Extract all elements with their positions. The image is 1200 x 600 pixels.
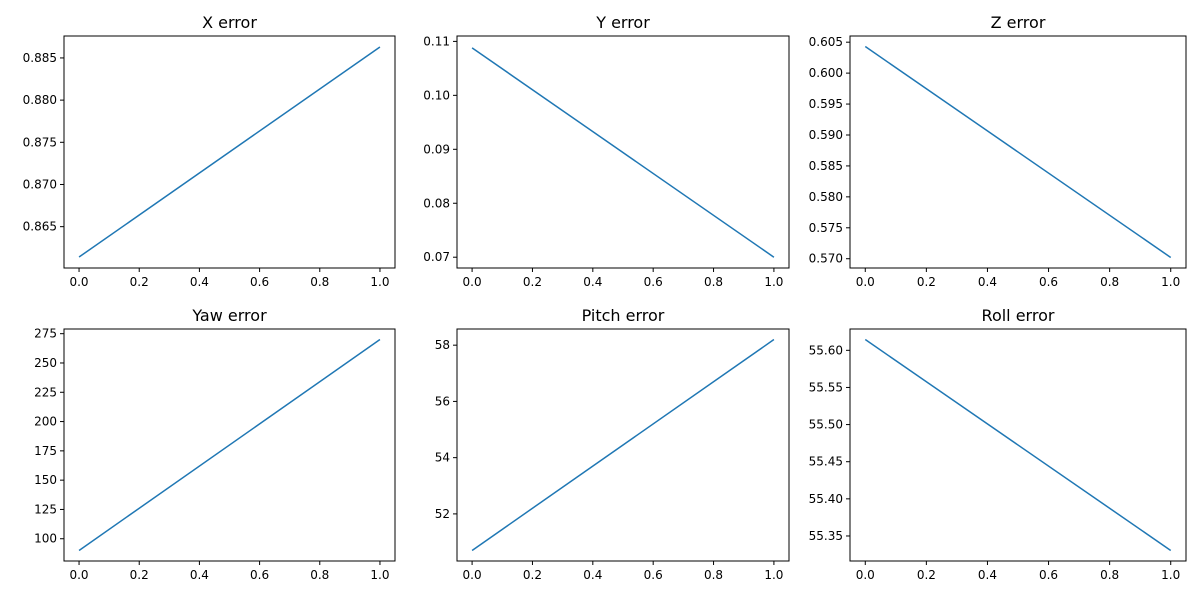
- x-tick-label: 1.0: [1161, 275, 1180, 289]
- y-tick-label: 0.865: [23, 220, 57, 234]
- y-tick-label: 0.885: [23, 51, 57, 65]
- y-tick-label: 0.585: [809, 159, 843, 173]
- subplot-title: X error: [202, 13, 257, 32]
- subplot-title: Pitch error: [582, 306, 665, 325]
- y-tick-label: 0.09: [423, 142, 450, 156]
- y-tick-label: 52: [435, 507, 450, 521]
- series-line: [78, 338, 381, 552]
- x-tick-label: 0.0: [856, 275, 875, 289]
- subplot-5: Pitch error 0.0 0.2 0.4 0.6 0.8 1.0 52 54 56 58: [435, 306, 790, 582]
- axes-frame: [456, 328, 790, 562]
- x-tick-label: 0.8: [1100, 275, 1119, 289]
- subplot-title: Z error: [991, 13, 1046, 32]
- y-tick-label: 0.605: [809, 35, 843, 49]
- axes-frame: [849, 328, 1187, 562]
- y-tick-label: 0.875: [23, 135, 57, 149]
- x-tick-label: 0.0: [463, 568, 482, 582]
- series-line: [471, 47, 775, 258]
- y-tick-label: 0.08: [423, 196, 450, 210]
- y-tick-label: 0.600: [809, 66, 843, 80]
- subplot-1: X error 0.0 0.2 0.4 0.6 0.8 1.0 0.865 0.870 0.875…: [23, 13, 396, 289]
- x-tick-label: 0.8: [704, 275, 723, 289]
- x-tick-label: 0.4: [583, 275, 602, 289]
- x-tick-label: 0.4: [190, 568, 209, 582]
- x-tick-label: 0.2: [523, 568, 542, 582]
- x-tick-label: 0.6: [1039, 275, 1058, 289]
- x-tick-label: 0.6: [250, 275, 269, 289]
- x-tick-label: 1.0: [1161, 568, 1180, 582]
- x-tick-label: 0.2: [523, 275, 542, 289]
- x-tick-label: 0.4: [190, 275, 209, 289]
- x-tick-label: 0.8: [310, 568, 329, 582]
- x-tick-label: 0.6: [644, 568, 663, 582]
- x-tick-label: 0.8: [310, 275, 329, 289]
- x-tick-label: 1.0: [370, 568, 389, 582]
- y-tick-label: 54: [435, 451, 450, 465]
- subplot-title: Yaw error: [191, 306, 267, 325]
- x-tick-label: 0.6: [1039, 568, 1058, 582]
- y-tick-label: 275: [34, 327, 57, 341]
- x-tick-label: 0.0: [69, 568, 88, 582]
- x-tick-label: 0.2: [130, 568, 149, 582]
- y-tick-label: 0.07: [423, 250, 450, 264]
- x-tick-label: 1.0: [764, 275, 783, 289]
- y-tick-label: 250: [34, 356, 57, 370]
- x-tick-label: 0.0: [69, 275, 88, 289]
- axes-frame: [63, 35, 396, 269]
- y-tick-label: 0.10: [423, 88, 450, 102]
- series-line: [471, 338, 775, 552]
- x-tick-label: 0.4: [583, 568, 602, 582]
- y-tick-label: 0.575: [809, 221, 843, 235]
- y-tick-label: 55.40: [809, 492, 843, 506]
- axes-frame: [63, 328, 396, 562]
- x-tick-label: 0.6: [644, 275, 663, 289]
- subplot-3: Z error 0.0 0.2 0.4 0.6 0.8 1.0 0.570 0.575 0.580…: [809, 13, 1187, 289]
- y-tick-label: 55.50: [809, 418, 843, 432]
- y-tick-label: 175: [34, 444, 57, 458]
- y-tick-label: 125: [34, 502, 57, 516]
- y-tick-label: 55.55: [809, 380, 843, 394]
- y-tick-label: 55.45: [809, 455, 843, 469]
- y-tick-label: 0.11: [423, 34, 450, 48]
- y-tick-label: 0.870: [23, 177, 57, 191]
- y-tick-label: 200: [34, 415, 57, 429]
- x-tick-label: 0.6: [250, 568, 269, 582]
- y-tick-label: 150: [34, 473, 57, 487]
- series-line: [78, 46, 381, 258]
- x-tick-label: 0.4: [978, 275, 997, 289]
- y-tick-label: 0.580: [809, 190, 843, 204]
- y-tick-label: 56: [435, 394, 450, 408]
- subplot-title: Y error: [595, 13, 650, 32]
- x-tick-label: 0.0: [856, 568, 875, 582]
- x-tick-label: 0.0: [463, 275, 482, 289]
- axes-frame: [849, 35, 1187, 269]
- y-tick-label: 0.595: [809, 97, 843, 111]
- y-tick-label: 225: [34, 385, 57, 399]
- y-tick-label: 0.880: [23, 93, 57, 107]
- axes-frame: [456, 35, 790, 269]
- series-line: [864, 338, 1172, 552]
- subplot-title: Roll error: [982, 306, 1055, 325]
- x-tick-label: 0.4: [978, 568, 997, 582]
- y-tick-label: 0.570: [809, 252, 843, 266]
- series-line: [864, 45, 1172, 259]
- y-tick-label: 0.590: [809, 128, 843, 142]
- x-tick-label: 0.2: [917, 568, 936, 582]
- x-tick-label: 0.2: [130, 275, 149, 289]
- y-tick-label: 55.35: [809, 529, 843, 543]
- x-tick-label: 1.0: [764, 568, 783, 582]
- x-tick-label: 0.2: [917, 275, 936, 289]
- x-tick-label: 1.0: [370, 275, 389, 289]
- y-tick-label: 55.60: [809, 343, 843, 357]
- subplot-2: Y error 0.0 0.2 0.4 0.6 0.8 1.0 0.07 0.08 0.09 0.1…: [423, 13, 790, 289]
- x-tick-label: 0.8: [704, 568, 723, 582]
- x-tick-label: 0.8: [1100, 568, 1119, 582]
- y-tick-label: 100: [34, 532, 57, 546]
- y-tick-label: 58: [435, 338, 450, 352]
- subplot-6: Roll error 0.0 0.2 0.4 0.6 0.8 1.0 55.35 55.40 55…: [809, 306, 1187, 582]
- subplot-4: Yaw error 0.0 0.2 0.4 0.6 0.8 1.0 100 125 150 175 2…: [34, 306, 396, 582]
